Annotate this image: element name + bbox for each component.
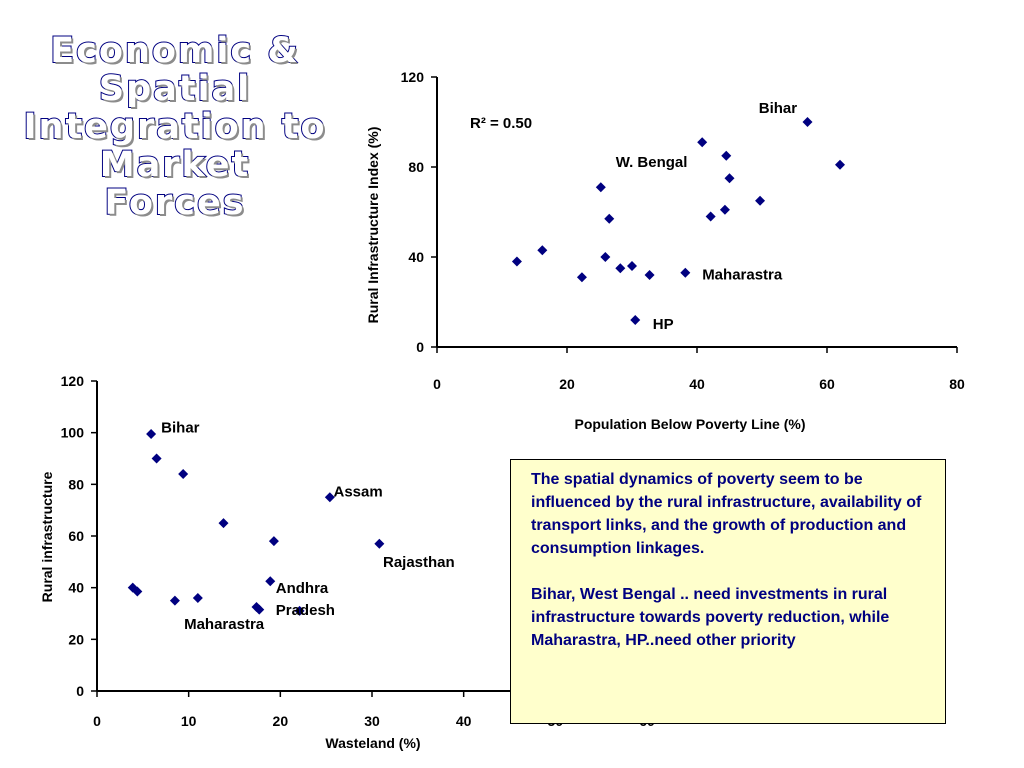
data-point [576,272,587,283]
data-point [721,150,732,161]
findings-paragraph: Bihar, West Bengal .. need investments i… [531,586,890,649]
data-point [627,261,637,271]
data-point [615,263,626,274]
x-axis-title: Wasteland (%) [325,735,420,751]
data-point [374,538,385,549]
x-tick-label: 60 [819,376,835,392]
data-point [169,595,180,606]
y-tick-label: 60 [68,528,84,544]
y-tick-label: 0 [416,339,424,355]
data-point [265,576,276,587]
data-point [835,159,845,170]
y-tick-label: 20 [68,631,84,647]
y-axis-title: Rural infrastructure [39,471,55,602]
data-point [644,270,655,280]
data-point [802,117,813,127]
data-point [254,604,265,615]
point-annotation: Maharastra [702,267,783,284]
data-point [697,137,708,148]
data-point [132,586,143,597]
y-axis-title: Rural Infrastructure Index (%) [365,127,381,324]
data-point [511,256,522,267]
data-point [151,453,162,464]
findings-note: The spatial dynamics of poverty seem to … [510,459,946,724]
data-point [324,492,335,503]
x-tick-label: 0 [433,376,441,392]
x-tick-label: 80 [949,376,965,392]
point-annotation: W. Bengal [616,154,688,171]
title-line: Market [99,145,251,185]
y-tick-label: 120 [61,373,85,389]
x-tick-label: 0 [93,713,101,729]
y-tick-label: 80 [68,476,84,492]
title-line: Forces [103,183,246,223]
y-tick-label: 0 [76,683,84,699]
x-tick-label: 40 [689,376,705,392]
point-annotation: Rajasthan [383,554,455,571]
slide-title: Economic & Spatial Integration to Market… [0,31,350,223]
data-point [719,204,730,215]
point-annotation: Assam [334,483,383,500]
title-line: Spatial [98,69,252,109]
data-point [537,245,548,256]
data-point [268,536,279,547]
data-point [600,252,611,262]
y-tick-label: 100 [61,425,85,441]
data-point [294,605,305,616]
y-tick-label: 40 [408,249,424,265]
x-tick-label: 20 [273,713,289,729]
point-annotation: Bihar [161,420,200,437]
data-point [178,469,189,479]
data-point [680,267,691,278]
x-tick-label: 20 [559,376,575,392]
x-tick-label: 40 [456,713,472,729]
point-annotation: Maharastra [184,616,265,633]
data-point [630,315,641,325]
x-tick-label: 10 [181,713,197,729]
data-point [755,195,766,206]
point-annotation: Pradesh [276,602,335,619]
data-point [218,518,229,529]
data-point [146,428,157,439]
data-point [705,211,716,222]
data-point [595,182,606,193]
title-line: Integration to [23,107,327,147]
x-tick-label: 30 [364,713,380,729]
point-annotation: Andhra [276,580,329,597]
r-squared-label: R² = 0.50 [470,115,532,132]
y-tick-label: 120 [401,69,425,85]
y-tick-label: 40 [68,580,84,596]
y-tick-label: 80 [408,159,424,175]
data-point [192,593,203,603]
point-annotation: HP [653,316,674,333]
data-point [724,173,735,184]
findings-paragraph: The spatial dynamics of poverty seem to … [531,471,922,557]
title-line: Economic & [49,31,300,71]
data-point [604,213,615,224]
point-annotation: Bihar [759,100,798,117]
x-axis-title: Population Below Poverty Line (%) [574,416,805,432]
